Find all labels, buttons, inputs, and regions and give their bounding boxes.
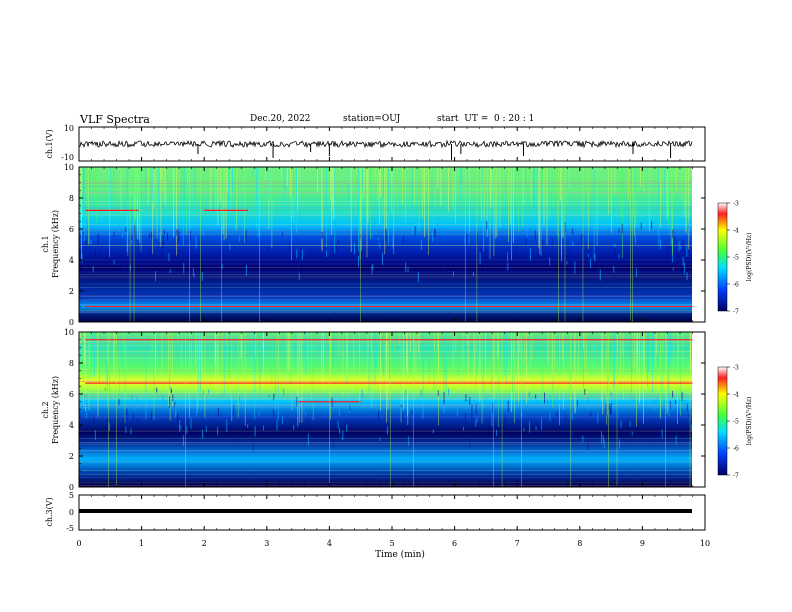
ch3-ytick-bottom: -5: [66, 524, 74, 533]
freq-tick-label: 4: [69, 256, 74, 265]
colorbar-tick-label: -4: [733, 392, 739, 399]
ch2-colorbar-ticks: -3 -4 -5 -6 -7: [727, 365, 739, 480]
date-label: Dec.20, 2022: [250, 114, 311, 124]
colorbar-tick-label: -7: [733, 309, 739, 316]
ch1-waveform-panel: 10 -10 ch.1(V): [45, 124, 706, 162]
ch1-spectrogram-streaks: [78, 166, 693, 322]
x-tick-label: 8: [577, 539, 582, 548]
ch1-colorbar-ticks: -3 -4 -5 -6 -7: [727, 201, 739, 316]
ch2-spectrogram-streaks: [79, 332, 693, 487]
ch1-ytick-bottom: -10: [61, 153, 74, 162]
ch1-ytick-top: 10: [64, 124, 74, 133]
freq-tick-label: 8: [69, 359, 74, 368]
colorbar-tick-label: -5: [733, 419, 739, 426]
ch2-spec-ylabel-a: ch.2: [41, 401, 50, 418]
time-axis: 0 1 2 3 4 5 6 7 8 9 10: [76, 127, 710, 548]
ch3-waveform-trace: [79, 509, 692, 513]
x-tick-label: 4: [327, 539, 332, 548]
freq-tick-label: 2: [69, 287, 74, 296]
freq-tick-label: 0: [69, 483, 74, 492]
freq-tick-label: 8: [69, 194, 74, 203]
x-tick-label: 5: [389, 539, 394, 548]
colorbar-tick-label: -3: [733, 201, 739, 208]
ch1-ylabel: ch.1(V): [45, 129, 54, 158]
colorbar-tick-label: -6: [733, 446, 739, 453]
ch1-trace-path: [78, 139, 693, 149]
x-tick-label: 9: [640, 539, 645, 548]
freq-tick-label: 6: [69, 390, 74, 399]
freq-tick-label: 10: [64, 163, 74, 172]
colorbar-tick-label: -7: [733, 473, 739, 480]
ch2-freq-ticks: 0 2 4 6 8 10: [64, 328, 705, 492]
x-tick-label: 0: [76, 539, 81, 548]
colorbar-tick-label: -4: [733, 228, 739, 235]
ch1-colorbar-label: log(PSD)(V²/Hz): [746, 233, 753, 282]
colorbar-tick-label: -3: [733, 365, 739, 372]
freq-tick-label: 0: [69, 318, 74, 327]
x-tick-label: 1: [139, 539, 144, 548]
ch2-spec-ylabel-b: Frequency (kHz): [51, 376, 60, 444]
ch1-colorbar: [717, 202, 728, 312]
x-tick-label: 3: [264, 539, 269, 548]
ch1-spectrogram-image: [79, 167, 692, 322]
ch3-waveform-panel: 5 0 -5 ch.3(V): [45, 491, 706, 533]
freq-tick-label: 10: [64, 328, 74, 337]
ch3-ytick-mid: 0: [69, 508, 74, 517]
ch1-waveform-frame: [78, 126, 706, 162]
colorbar-tick-label: -5: [733, 255, 739, 262]
ch3-ylabel: ch.3(V): [45, 497, 54, 526]
freq-tick-label: 4: [69, 421, 74, 430]
colorbar-tick-label: -6: [733, 282, 739, 289]
x-tick-label: 2: [202, 539, 207, 548]
freq-tick-label: 2: [69, 452, 74, 461]
freq-tick-label: 6: [69, 225, 74, 234]
x-tick-label: 6: [452, 539, 457, 548]
x-tick-label: 10: [700, 539, 710, 548]
chart-title: VLF Spectra: [80, 113, 150, 126]
ch1-spec-ylabel-a: ch.1: [41, 235, 50, 252]
ch3-ytick-top: 5: [69, 491, 74, 500]
ch1-freq-ticks: 0 2 4 6 8 10: [64, 163, 705, 327]
station-label: station=OUJ: [343, 114, 401, 124]
ch1-waveform-trace: [78, 139, 693, 160]
start-time-label: start UT = 0 : 20 : 1: [437, 114, 535, 124]
ch2-colorbar: [717, 366, 728, 476]
x-axis-label: Time (min): [375, 549, 425, 560]
ch2-colorbar-label: log(PSD)(V²/Hz): [746, 397, 753, 446]
ch1-spec-ylabel-b: Frequency (kHz): [51, 210, 60, 278]
x-tick-label: 7: [515, 539, 520, 548]
